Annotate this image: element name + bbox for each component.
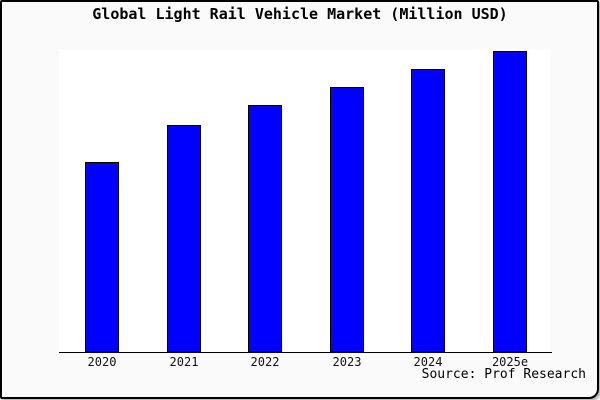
bar-2024 (411, 69, 445, 352)
x-tick-2023: 2023 (332, 355, 362, 369)
chart-title: Global Light Rail Vehicle Market (Millio… (92, 5, 508, 23)
x-tick-2024: 2024 (413, 355, 443, 369)
bar-2020 (85, 162, 119, 352)
bar-2025e (493, 51, 527, 352)
x-tick-2025e: 2025e (491, 355, 529, 369)
source-credit: Source: Prof Research (421, 367, 586, 382)
bar-2021 (167, 125, 201, 352)
x-tick-2021: 2021 (169, 355, 199, 369)
x-axis-line (59, 352, 552, 353)
x-tick-2022: 2022 (250, 355, 280, 369)
bar-2023 (330, 87, 364, 352)
plot-area (59, 49, 551, 352)
x-tick-2020: 2020 (87, 355, 117, 369)
bar-2022 (248, 105, 282, 352)
